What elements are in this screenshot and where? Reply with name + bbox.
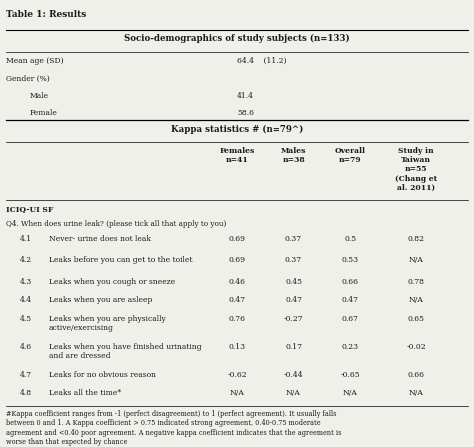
Text: 4.1: 4.1 bbox=[20, 235, 32, 243]
Text: 0.37: 0.37 bbox=[285, 235, 302, 243]
Text: 4.7: 4.7 bbox=[20, 371, 32, 379]
Text: 0.47: 0.47 bbox=[285, 296, 302, 304]
Text: Gender (%): Gender (%) bbox=[6, 74, 50, 82]
Text: 4.4: 4.4 bbox=[20, 296, 32, 304]
Text: Females
n=41: Females n=41 bbox=[219, 147, 255, 164]
Text: 0.47: 0.47 bbox=[228, 296, 246, 304]
Text: Male: Male bbox=[30, 92, 49, 100]
Text: N/A: N/A bbox=[286, 389, 301, 397]
Text: -0.62: -0.62 bbox=[227, 371, 247, 379]
Text: Overall
n=79: Overall n=79 bbox=[335, 147, 365, 164]
Text: 4.2: 4.2 bbox=[20, 256, 32, 264]
Text: 0.45: 0.45 bbox=[285, 278, 302, 286]
Text: Leaks for no obvious reason: Leaks for no obvious reason bbox=[48, 371, 155, 379]
Text: -0.02: -0.02 bbox=[406, 343, 426, 351]
Text: 0.65: 0.65 bbox=[408, 315, 425, 323]
Text: 0.47: 0.47 bbox=[342, 296, 359, 304]
Text: 64.4    (11.2): 64.4 (11.2) bbox=[237, 57, 286, 65]
Text: Leaks before you can get to the toilet: Leaks before you can get to the toilet bbox=[48, 256, 192, 264]
Text: N/A: N/A bbox=[229, 389, 245, 397]
Text: Female: Female bbox=[30, 109, 57, 117]
Text: 0.5: 0.5 bbox=[344, 235, 356, 243]
Text: 0.69: 0.69 bbox=[228, 256, 246, 264]
Text: -0.44: -0.44 bbox=[284, 371, 303, 379]
Text: 0.46: 0.46 bbox=[228, 278, 246, 286]
Text: 0.78: 0.78 bbox=[408, 278, 425, 286]
Text: 0.76: 0.76 bbox=[228, 315, 246, 323]
Text: Socio-demographics of study subjects (n=133): Socio-demographics of study subjects (n=… bbox=[124, 34, 350, 43]
Text: Study in
Taiwan
n=55
(Chang et
al. 2011): Study in Taiwan n=55 (Chang et al. 2011) bbox=[395, 147, 437, 192]
Text: 4.8: 4.8 bbox=[20, 389, 32, 397]
Text: Leaks when you are asleep: Leaks when you are asleep bbox=[48, 296, 152, 304]
Text: 0.53: 0.53 bbox=[342, 256, 359, 264]
Text: Leaks all the time*: Leaks all the time* bbox=[48, 389, 121, 397]
Text: -0.65: -0.65 bbox=[340, 371, 360, 379]
Text: 0.17: 0.17 bbox=[285, 343, 302, 351]
Text: Never- urine does not leak: Never- urine does not leak bbox=[48, 235, 150, 243]
Text: Q4. When does urine leak? (please tick all that apply to you): Q4. When does urine leak? (please tick a… bbox=[6, 220, 227, 228]
Text: Leaks when you have finished urinating
and are dressed: Leaks when you have finished urinating a… bbox=[48, 343, 201, 360]
Text: Mean age (SD): Mean age (SD) bbox=[6, 57, 64, 65]
Text: 0.66: 0.66 bbox=[342, 278, 359, 286]
Text: 0.67: 0.67 bbox=[342, 315, 359, 323]
Text: 0.66: 0.66 bbox=[408, 371, 425, 379]
Text: 4.5: 4.5 bbox=[20, 315, 32, 323]
Text: 0.37: 0.37 bbox=[285, 256, 302, 264]
Text: Males
n=38: Males n=38 bbox=[281, 147, 306, 164]
Text: 0.13: 0.13 bbox=[228, 343, 246, 351]
Text: 0.82: 0.82 bbox=[408, 235, 425, 243]
Text: 0.23: 0.23 bbox=[342, 343, 359, 351]
Text: N/A: N/A bbox=[409, 389, 423, 397]
Text: N/A: N/A bbox=[409, 256, 423, 264]
Text: 4.3: 4.3 bbox=[20, 278, 32, 286]
Text: Leaks when you cough or sneeze: Leaks when you cough or sneeze bbox=[48, 278, 175, 286]
Text: 41.4: 41.4 bbox=[237, 92, 254, 100]
Text: N/A: N/A bbox=[409, 296, 423, 304]
Text: 58.6: 58.6 bbox=[237, 109, 254, 117]
Text: -0.27: -0.27 bbox=[284, 315, 303, 323]
Text: Table 1: Results: Table 1: Results bbox=[6, 9, 86, 18]
Text: #Kappa coefficient ranges from -1 (perfect disagreement) to 1 (perfect agreement: #Kappa coefficient ranges from -1 (perfe… bbox=[6, 410, 342, 446]
Text: ICIQ-UI SF: ICIQ-UI SF bbox=[6, 205, 54, 213]
Text: Kappa statistics # (n=79^): Kappa statistics # (n=79^) bbox=[171, 125, 303, 134]
Text: Leaks when you are physically
active/exercising: Leaks when you are physically active/exe… bbox=[48, 315, 165, 332]
Text: 4.6: 4.6 bbox=[20, 343, 32, 351]
Text: N/A: N/A bbox=[343, 389, 357, 397]
Text: 0.69: 0.69 bbox=[228, 235, 246, 243]
